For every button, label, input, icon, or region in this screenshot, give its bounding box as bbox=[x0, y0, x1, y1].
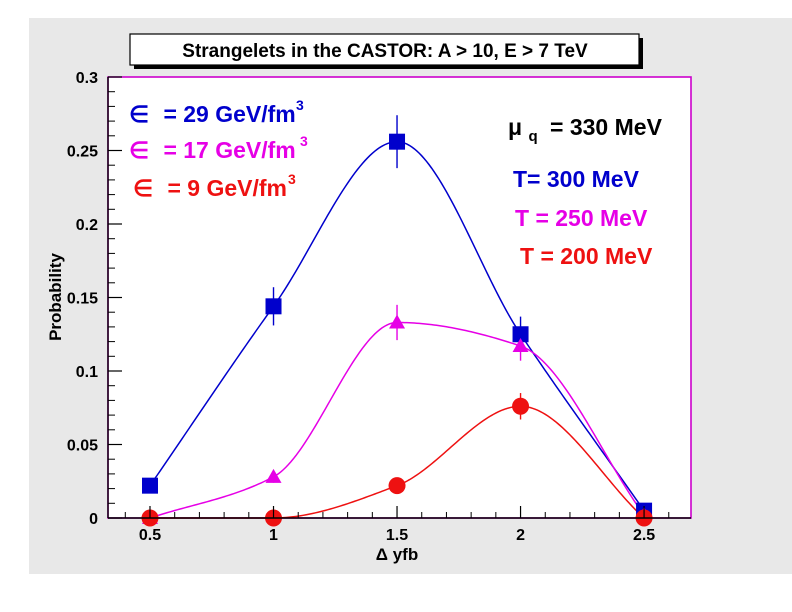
legend-temperature-300: T= 300 MeV bbox=[513, 166, 640, 192]
data-point-0-1 bbox=[265, 298, 282, 315]
y-tick-label-0: 0 bbox=[89, 511, 98, 528]
svg-text:μ q = 330 MeV: μ q = 330 MeV bbox=[508, 114, 663, 146]
data-point-0-3 bbox=[512, 326, 529, 343]
legend-epsilon-29-text: = 29 GeV/fm bbox=[163, 101, 295, 127]
x-tick-label-0: 0.5 bbox=[139, 527, 161, 544]
data-point-1-2 bbox=[389, 314, 406, 329]
legend-epsilon-29-exp: 3 bbox=[296, 97, 304, 113]
x-tick-label-1: 1 bbox=[269, 527, 278, 544]
data-point-0-2 bbox=[389, 133, 406, 150]
data-point-0-0 bbox=[141, 477, 158, 494]
y-tick-label-1: 0.05 bbox=[67, 438, 98, 455]
x-ticks: 0.5 1 1.5 2 2.5 bbox=[124, 506, 670, 544]
y-tick-label-6: 0.3 bbox=[76, 70, 98, 87]
legend-epsilon-17: ∈ = 17 GeV/fm 3 bbox=[129, 133, 308, 163]
legend-epsilon-9-text: = 9 GeV/fm bbox=[167, 175, 287, 201]
data-point-2-3 bbox=[512, 397, 530, 415]
mu-subscript: q bbox=[528, 128, 537, 145]
data-point-2-2 bbox=[388, 477, 406, 495]
x-tick-label-2: 1.5 bbox=[386, 527, 408, 544]
epsilon-symbol: ∈ bbox=[129, 101, 149, 127]
x-axis-label: Δ yfb bbox=[376, 545, 418, 564]
y-tick-label-2: 0.1 bbox=[76, 364, 98, 381]
y-axis-label: Probability bbox=[46, 253, 65, 341]
y-tick-label-4: 0.2 bbox=[76, 217, 98, 234]
svg-text:∈ = 9 GeV/fm: ∈ = 9 GeV/fm bbox=[133, 175, 287, 201]
epsilon-symbol: ∈ bbox=[129, 137, 149, 163]
plot-area bbox=[107, 76, 692, 519]
legend-temperature-250: T = 250 MeV bbox=[515, 205, 648, 231]
x-tick-label-3: 2 bbox=[516, 527, 525, 544]
title-box bbox=[129, 33, 640, 66]
data-point-1-3 bbox=[512, 338, 529, 353]
legend-epsilon-17-exp: 3 bbox=[300, 133, 308, 149]
y-tick-label-3: 0.15 bbox=[67, 291, 98, 308]
y-tick-label-5: 0.25 bbox=[67, 144, 98, 161]
svg-text:∈ = 29 GeV/fm: ∈ = 29 GeV/fm bbox=[129, 101, 296, 127]
data-point-1-1 bbox=[265, 468, 282, 483]
svg-text:∈ = 17 GeV/fm: ∈ = 17 GeV/fm bbox=[129, 137, 296, 163]
epsilon-symbol: ∈ bbox=[133, 175, 153, 201]
chart-title: Strangelets in the CASTOR: A > 10, E > 7… bbox=[182, 41, 588, 62]
legend-epsilon-29: ∈ = 29 GeV/fm 3 bbox=[129, 97, 304, 127]
legend-epsilon-9-exp: 3 bbox=[288, 171, 296, 187]
mu-annotation: μ q = 330 MeV bbox=[508, 114, 663, 146]
legend-epsilon-17-text: = 17 GeV/fm bbox=[163, 137, 295, 163]
x-tick-label-4: 2.5 bbox=[633, 527, 655, 544]
mu-symbol: μ bbox=[508, 114, 522, 140]
mu-value: = 330 MeV bbox=[550, 114, 663, 140]
legend-epsilon-9: ∈ = 9 GeV/fm 3 bbox=[133, 171, 296, 201]
y-ticks: 0 0.05 0.1 0.15 0.2 0.25 0.3 bbox=[67, 70, 122, 528]
legend-temperature-200: T = 200 MeV bbox=[520, 243, 653, 269]
